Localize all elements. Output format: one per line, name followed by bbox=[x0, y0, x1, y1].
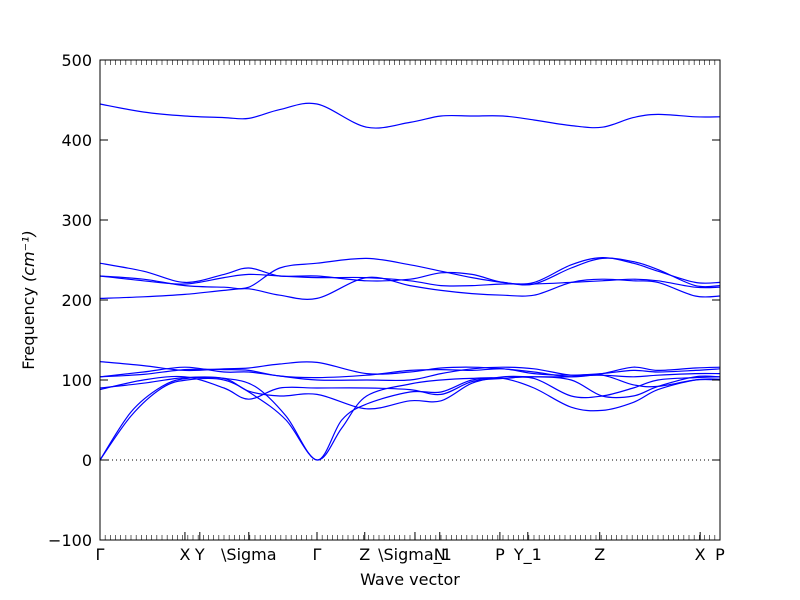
x-tick-label: N bbox=[434, 545, 446, 564]
x-tick-label: \Sigma bbox=[221, 545, 277, 564]
x-tick-label: P bbox=[495, 545, 505, 564]
y-tick-label: 500 bbox=[61, 51, 92, 70]
y-tick-label: −100 bbox=[48, 531, 92, 550]
band-line-4 bbox=[99, 374, 721, 410]
band-line-9 bbox=[99, 257, 721, 290]
x-tick-label: Γ bbox=[96, 545, 105, 564]
band-line-11 bbox=[99, 273, 721, 289]
bands bbox=[99, 102, 721, 461]
band-line-10 bbox=[99, 256, 721, 285]
x-tick-label: X bbox=[179, 545, 190, 564]
x-tick-label: Γ bbox=[313, 545, 322, 564]
y-tick-label: 300 bbox=[61, 211, 92, 230]
band-line-8 bbox=[99, 276, 721, 300]
band-line-6 bbox=[99, 361, 721, 378]
minor-ticks bbox=[104, 60, 716, 540]
band-line-3 bbox=[99, 375, 721, 400]
y-axis: −100 0 100 200 300 400 500 bbox=[48, 51, 720, 550]
x-tick-label: Y_1 bbox=[513, 545, 542, 565]
y-tick-label: 200 bbox=[61, 291, 92, 310]
x-tick-label: Y bbox=[194, 545, 205, 564]
y-axis-title-unit: (cm⁻¹) bbox=[19, 230, 38, 282]
y-tick-label: 0 bbox=[82, 451, 92, 470]
y-tick-label: 100 bbox=[61, 371, 92, 390]
x-axis-title: Wave vector bbox=[360, 570, 460, 589]
x-axis: Γ X Y \Sigma Γ Z \Sigma_1N P Y_1 Z X P bbox=[96, 532, 725, 565]
x-tick-label: X bbox=[695, 545, 706, 564]
x-tick-label: P bbox=[715, 545, 725, 564]
band-line-5 bbox=[99, 368, 721, 379]
band-line-7 bbox=[99, 366, 721, 382]
y-axis-title: Frequency (cm⁻¹) bbox=[19, 230, 38, 369]
x-tick-label: \Sigma_1 bbox=[378, 545, 452, 565]
band-line-12 bbox=[99, 102, 721, 129]
x-tick-label: Z bbox=[594, 545, 605, 564]
x-tick-label: Z bbox=[359, 545, 370, 564]
y-tick-label: 400 bbox=[61, 131, 92, 150]
y-axis-title-text: Frequency bbox=[19, 287, 38, 370]
